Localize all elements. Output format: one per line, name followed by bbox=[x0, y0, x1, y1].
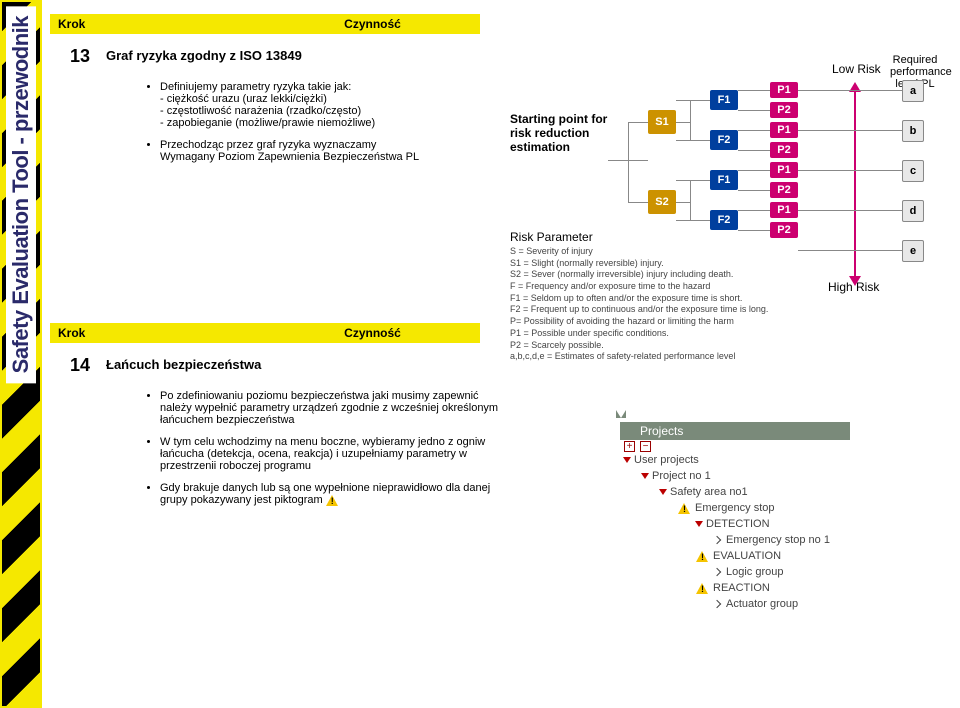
node-p2-b: P2 bbox=[770, 142, 798, 158]
node-p2-d: P2 bbox=[770, 222, 798, 238]
col-krok: Krok bbox=[50, 14, 265, 34]
graph-line bbox=[798, 130, 902, 131]
col-czynnosc: Czynność bbox=[265, 14, 480, 34]
graph-line bbox=[738, 190, 770, 191]
tree-emergency-stop-1[interactable]: Emergency stop no 1 bbox=[620, 532, 850, 548]
pl-e: e bbox=[902, 240, 924, 262]
graph-line bbox=[676, 122, 690, 123]
graph-line bbox=[738, 110, 770, 111]
warning-icon bbox=[326, 495, 339, 506]
risk-graph: Starting point for risk reduction estima… bbox=[510, 60, 940, 340]
step-14-bullet-3: Gdy brakuje danych lub są one wypełnione… bbox=[160, 482, 506, 506]
chevron-icon bbox=[713, 600, 721, 608]
step-14-bullet-1: Po zdefiniowaniu poziomu bezpieczeństwa … bbox=[160, 390, 506, 426]
tree-logic-group[interactable]: Logic group bbox=[620, 564, 850, 580]
project-tree: Projects + − User projects Project no 1 … bbox=[620, 410, 850, 612]
low-risk-label: Low Risk bbox=[832, 62, 881, 76]
tree-emergency-stop[interactable]: Emergency stop bbox=[620, 500, 850, 516]
risk-axis-line bbox=[854, 92, 856, 276]
graph-line bbox=[738, 230, 770, 231]
hazard-stripe-sidebar: Safety Evaluation Tool - przewodnik bbox=[0, 0, 42, 708]
pl-c: c bbox=[902, 160, 924, 182]
node-p1-c: P1 bbox=[770, 162, 798, 178]
warning-icon bbox=[696, 551, 709, 562]
graph-line bbox=[798, 250, 902, 251]
graph-line bbox=[628, 122, 629, 202]
step-13-body: Definiujemy parametry ryzyka takie jak: … bbox=[146, 81, 506, 163]
chevron-icon bbox=[713, 568, 721, 576]
graph-line bbox=[798, 170, 902, 171]
tree-detection[interactable]: DETECTION bbox=[620, 516, 850, 532]
step13-b2: Przechodząc przez graf ryzyka wyznaczamy bbox=[160, 139, 376, 151]
step-14-title: Łańcuch bezpieczeństwa bbox=[100, 349, 261, 376]
risk-parameter-heading: Risk Parameter bbox=[510, 230, 593, 244]
node-f1-b: F1 bbox=[710, 170, 738, 190]
step13-b1c: - zapobieganie (możliwe/prawie niemożliw… bbox=[160, 117, 506, 129]
step13-b1a: - ciężkość urazu (uraz lekki/ciężki) bbox=[160, 93, 506, 105]
graph-line bbox=[738, 170, 770, 171]
step13-b1b: - częstotliwość narażenia (rzadko/często… bbox=[160, 105, 506, 117]
collapse-all-icon[interactable]: − bbox=[640, 441, 651, 452]
graph-line bbox=[738, 90, 770, 91]
graph-line bbox=[738, 130, 770, 131]
node-p2-a: P2 bbox=[770, 102, 798, 118]
node-s1: S1 bbox=[648, 110, 676, 134]
node-p1-b: P1 bbox=[770, 122, 798, 138]
graph-line bbox=[676, 220, 710, 221]
tree-reaction[interactable]: REACTION bbox=[620, 580, 850, 596]
step-13-header-row: Krok Czynność bbox=[50, 14, 480, 34]
pl-a: a bbox=[902, 80, 924, 102]
step-14-number: 14 bbox=[50, 349, 100, 376]
node-f2-b: F2 bbox=[710, 210, 738, 230]
node-s2: S2 bbox=[648, 190, 676, 214]
pl-d: d bbox=[902, 200, 924, 222]
graph-line bbox=[690, 100, 691, 140]
graph-line bbox=[628, 122, 648, 123]
node-p2-c: P2 bbox=[770, 182, 798, 198]
risk-parameter-legend: S = Severity of injury S1 = Slight (norm… bbox=[510, 246, 830, 363]
risk-start-label: Starting point for risk reduction estima… bbox=[510, 112, 610, 154]
chevron-icon bbox=[713, 536, 721, 544]
node-p1-a: P1 bbox=[770, 82, 798, 98]
warning-icon bbox=[678, 503, 691, 514]
sidebar-title: Safety Evaluation Tool - przewodnik bbox=[6, 6, 36, 383]
col-krok-2: Krok bbox=[50, 323, 265, 343]
node-f1-a: F1 bbox=[710, 90, 738, 110]
step-13-title: Graf ryzyka zgodny z ISO 13849 bbox=[100, 40, 302, 67]
graph-line bbox=[676, 140, 710, 141]
step-14-body: Po zdefiniowaniu poziomu bezpieczeństwa … bbox=[146, 390, 506, 506]
graph-line bbox=[738, 210, 770, 211]
step-14-header-row: Krok Czynność bbox=[50, 323, 480, 343]
step13-b1: Definiujemy parametry ryzyka takie jak: bbox=[160, 81, 351, 93]
tree-safety-area[interactable]: Safety area no1 bbox=[620, 484, 850, 500]
graph-line bbox=[690, 180, 691, 220]
warning-icon bbox=[696, 583, 709, 594]
graph-line bbox=[798, 210, 902, 211]
step13-b2a: Wymagany Poziom Zapewnienia Bezpieczeńst… bbox=[160, 151, 506, 163]
tree-actuator-group[interactable]: Actuator group bbox=[620, 596, 850, 612]
tree-project-1[interactable]: Project no 1 bbox=[620, 468, 850, 484]
node-f2-a: F2 bbox=[710, 130, 738, 150]
graph-line bbox=[738, 150, 770, 151]
step-13-number: 13 bbox=[50, 40, 100, 67]
graph-line bbox=[798, 90, 902, 91]
graph-line bbox=[676, 100, 710, 101]
tree-evaluation[interactable]: EVALUATION bbox=[620, 548, 850, 564]
step-13-title-row: 13 Graf ryzyka zgodny z ISO 13849 bbox=[50, 40, 480, 67]
tree-user-projects[interactable]: User projects bbox=[620, 452, 850, 468]
pl-b: b bbox=[902, 120, 924, 142]
arrow-down-icon bbox=[849, 276, 861, 286]
graph-line bbox=[676, 180, 710, 181]
step-14-bullet-2: W tym celu wchodzimy na menu boczne, wyb… bbox=[160, 436, 506, 472]
graph-line bbox=[628, 202, 648, 203]
col-czynnosc-2: Czynność bbox=[265, 323, 480, 343]
graph-line bbox=[676, 202, 690, 203]
tree-header[interactable]: Projects bbox=[620, 422, 850, 440]
expand-all-icon[interactable]: + bbox=[624, 441, 635, 452]
node-p1-d: P1 bbox=[770, 202, 798, 218]
step-14-title-row: 14 Łańcuch bezpieczeństwa bbox=[50, 349, 480, 376]
step-13-bullet-1: Definiujemy parametry ryzyka takie jak: … bbox=[160, 81, 506, 129]
step-13-bullet-2: Przechodząc przez graf ryzyka wyznaczamy… bbox=[160, 139, 506, 163]
tree-expand-buttons[interactable]: + − bbox=[620, 440, 850, 452]
